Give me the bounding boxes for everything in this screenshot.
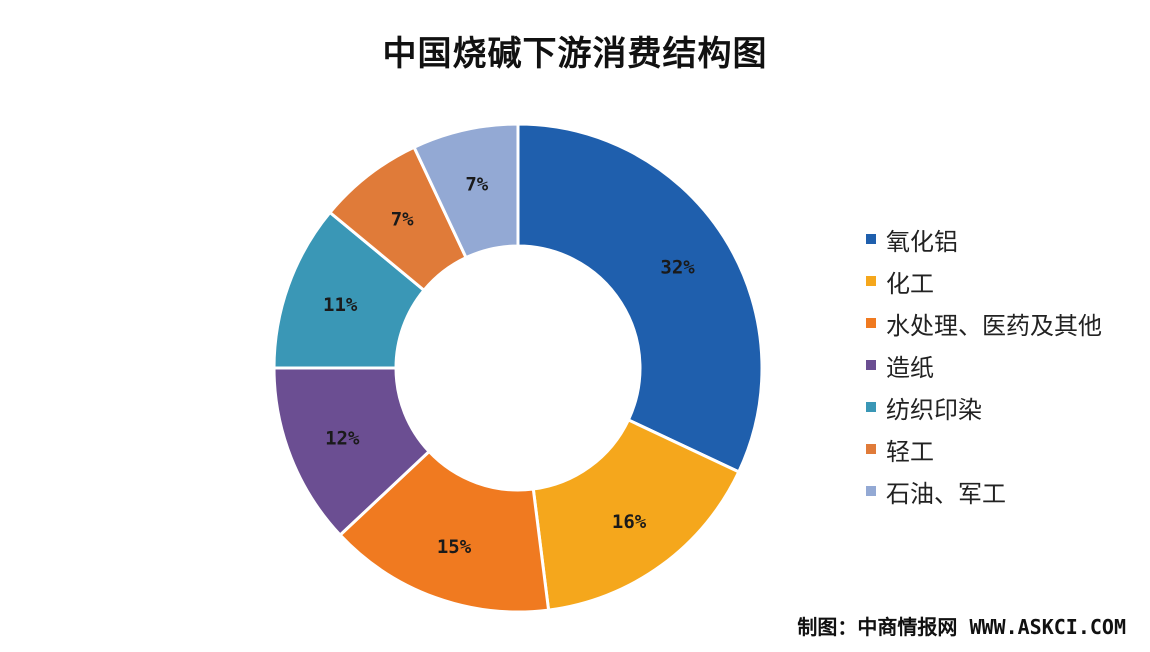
chart-title: 中国烧碱下游消费结构图 bbox=[382, 34, 768, 74]
legend-label: 水处理、医药及其他 bbox=[886, 311, 1102, 340]
donut-slice-3 bbox=[272, 366, 432, 538]
chart-legend: 氧化铝化工水处理、医药及其他 造纸纺织印染轻工石油、军工 bbox=[866, 218, 1102, 512]
legend-swatch bbox=[866, 360, 876, 370]
slice-label-0: 32% bbox=[660, 257, 695, 279]
legend-item: 水处理、医药及其他 bbox=[866, 302, 1102, 344]
legend-item: 氧化铝 bbox=[866, 218, 1102, 260]
legend-label: 轻工 bbox=[886, 437, 934, 466]
legend-label: 化工 bbox=[886, 269, 934, 298]
legend-item: 石油、军工 bbox=[866, 470, 1102, 512]
legend-swatch bbox=[866, 234, 876, 244]
slice-label-2: 15% bbox=[437, 536, 472, 558]
donut-slice-2 bbox=[338, 449, 551, 614]
legend-label: 石油、军工 bbox=[886, 479, 1006, 508]
source-credit: 制图：中商情报网 WWW.ASKCI.COM bbox=[797, 615, 1126, 639]
slice-label-4: 11% bbox=[323, 294, 358, 316]
legend-label: 氧化铝 bbox=[886, 227, 958, 256]
donut-slice-0 bbox=[516, 122, 764, 474]
legend-label: 纺织印染 bbox=[886, 395, 982, 424]
slice-label-5: 7% bbox=[391, 209, 414, 231]
legend-swatch bbox=[866, 402, 876, 412]
slice-label-1: 16% bbox=[612, 511, 647, 533]
slice-label-6: 7% bbox=[465, 174, 488, 196]
legend-swatch bbox=[866, 444, 876, 454]
legend-label: 造纸 bbox=[886, 353, 934, 382]
legend-swatch bbox=[866, 318, 876, 328]
legend-item: 造纸 bbox=[866, 344, 1102, 386]
slice-label-3: 12% bbox=[325, 428, 360, 450]
legend-swatch bbox=[866, 276, 876, 286]
legend-swatch bbox=[866, 486, 876, 496]
legend-item: 轻工 bbox=[866, 428, 1102, 470]
donut-slice-1 bbox=[531, 417, 741, 612]
legend-item: 化工 bbox=[866, 260, 1102, 302]
donut-slice-6 bbox=[412, 122, 520, 260]
legend-item: 纺织印染 bbox=[866, 386, 1102, 428]
